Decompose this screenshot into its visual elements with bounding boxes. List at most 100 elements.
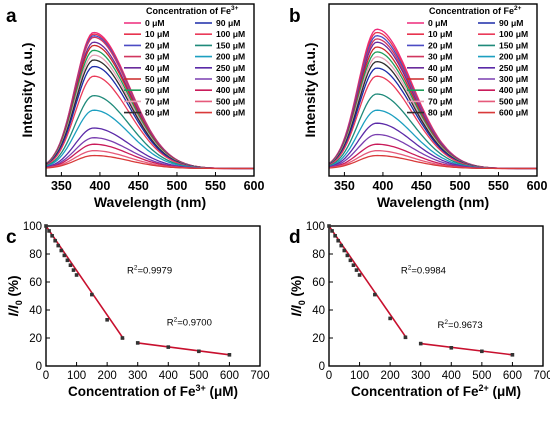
legend-entry: 40 μM xyxy=(428,63,452,73)
fit-line xyxy=(420,342,513,356)
data-point xyxy=(357,273,362,277)
x-tick-label: 400 xyxy=(159,370,178,382)
r-squared-label: R2=0.9984 xyxy=(401,265,446,277)
data-point xyxy=(333,234,337,238)
legend-entry: 600 μM xyxy=(499,108,528,118)
legend-entry: 300 μM xyxy=(216,74,245,84)
r-squared-label: R2=0.9673 xyxy=(438,319,483,331)
legend-entry: 250 μM xyxy=(216,63,245,73)
x-tick-label: 200 xyxy=(98,370,117,382)
legend-entry: 200 μM xyxy=(499,52,528,62)
x-tick-label: 600 xyxy=(244,179,265,193)
legend-entry: 60 μM xyxy=(145,85,169,95)
x-tick-label: 200 xyxy=(381,370,400,382)
data-point xyxy=(418,341,423,346)
data-point xyxy=(480,349,484,354)
y-tick-label: 20 xyxy=(29,333,42,345)
legend-entry: 80 μM xyxy=(145,108,169,118)
data-point xyxy=(327,224,331,228)
x-axis-label: Concentration of Fe3+ (μM) xyxy=(68,383,238,399)
r-squared-label: R2=0.9700 xyxy=(167,316,212,328)
legend-entry: 50 μM xyxy=(145,74,169,84)
plot-frame xyxy=(328,3,538,177)
x-tick-label: 700 xyxy=(533,370,550,382)
y-axis-label: Intensity (a.u.) xyxy=(302,43,318,138)
x-tick-label: 0 xyxy=(326,370,332,382)
y-tick-label: 100 xyxy=(306,221,325,233)
x-tick-label: 350 xyxy=(334,179,355,193)
data-point xyxy=(47,229,51,233)
data-point xyxy=(105,318,109,322)
data-point xyxy=(388,316,392,321)
y-tick-label: 80 xyxy=(312,249,325,261)
legend-entry: 0 μM xyxy=(428,18,448,28)
data-point xyxy=(135,341,140,345)
data-point xyxy=(449,346,454,350)
y-axis-label: I/I0 (%) xyxy=(6,275,24,316)
data-point xyxy=(336,238,340,243)
x-tick-label: 400 xyxy=(442,370,461,382)
y-tick-label: 20 xyxy=(312,333,325,345)
legend-entry: 40 μM xyxy=(145,63,169,73)
x-tick-label: 450 xyxy=(128,179,149,193)
legend-entry: 500 μM xyxy=(499,96,528,106)
y-tick-label: 0 xyxy=(319,361,325,373)
y-tick-label: 80 xyxy=(29,249,42,261)
fit-line xyxy=(137,342,230,356)
legend-entry: 70 μM xyxy=(428,96,452,106)
legend-entry: 150 μM xyxy=(216,40,245,50)
spectra-chart-a: 350 400 450 500 550 600 Wavelength (nm) Intensi… xyxy=(19,3,265,210)
data-point xyxy=(120,336,125,340)
y-tick-label: 40 xyxy=(312,305,325,317)
legend-entry: 0 μM xyxy=(145,18,165,28)
data-point xyxy=(166,345,171,349)
x-tick-label: 600 xyxy=(220,370,239,382)
y-axis-label: I/I0 (%) xyxy=(289,275,307,316)
legend-entry: 100 μM xyxy=(499,29,528,39)
x-axis-label: Concentration of Fe2+ (μM) xyxy=(351,383,521,399)
x-tick-label: 100 xyxy=(67,370,86,382)
x-tick-label: 300 xyxy=(128,370,147,382)
x-tick-label: 100 xyxy=(350,370,369,382)
data-point xyxy=(62,253,67,258)
data-point xyxy=(197,349,201,354)
legend-entry: 10 μM xyxy=(428,29,452,39)
spectra-chart-b: 350 400 450 500 550 600 Wavelength (nm) Intensi… xyxy=(302,3,548,210)
legend-entry: 90 μM xyxy=(499,18,523,28)
x-tick-label: 600 xyxy=(527,179,548,193)
data-point xyxy=(74,273,79,277)
fit-line xyxy=(328,225,408,340)
data-point xyxy=(348,258,353,263)
x-tick-label: 450 xyxy=(411,179,432,193)
x-tick-label: 600 xyxy=(503,370,522,382)
data-point xyxy=(59,248,64,253)
data-point xyxy=(351,263,356,267)
legend-entry: 80 μM xyxy=(428,108,452,118)
legend-entry: 50 μM xyxy=(428,74,452,84)
legend-entry: 300 μM xyxy=(499,74,528,84)
legend-entry: 150 μM xyxy=(499,40,528,50)
legend-entry: 250 μM xyxy=(499,63,528,73)
spectrum-line xyxy=(328,154,537,170)
data-point xyxy=(65,258,70,263)
panel-letter-d: d xyxy=(289,227,301,248)
legend-entry: 30 μM xyxy=(428,52,452,62)
y-tick-label: 40 xyxy=(29,305,42,317)
x-tick-label: 350 xyxy=(51,179,72,193)
x-tick-label: 550 xyxy=(205,179,226,193)
legend-title: Concentration of Fe2+ xyxy=(429,5,522,16)
legend-entry: 100 μM xyxy=(216,29,245,39)
legend-entry: 500 μM xyxy=(216,96,245,106)
x-tick-label: 500 xyxy=(189,370,208,382)
data-point xyxy=(50,234,54,238)
x-tick-label: 500 xyxy=(167,179,188,193)
data-point xyxy=(90,292,94,297)
data-point xyxy=(330,229,334,233)
data-point xyxy=(71,268,76,272)
x-tick-label: 300 xyxy=(411,370,430,382)
panel-letter-a: a xyxy=(6,6,17,27)
x-tick-label: 400 xyxy=(372,179,393,193)
x-axis-label: Wavelength (nm) xyxy=(94,194,206,210)
y-axis-label: Intensity (a.u.) xyxy=(19,43,35,138)
